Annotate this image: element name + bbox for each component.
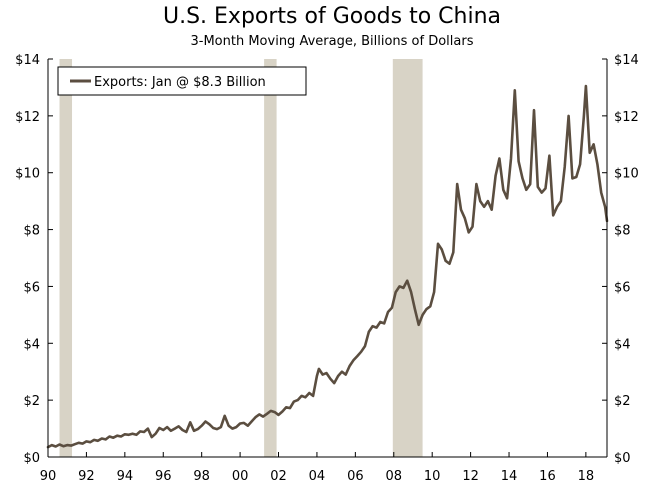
y-tick-label-right: $0 [614,451,631,466]
x-tick-label: 08 [385,469,402,484]
x-tick-label: 00 [232,469,249,484]
chart-title: U.S. Exports of Goods to China [162,4,502,29]
y-tick-label-left: $14 [15,53,40,68]
y-tick-label-right: $10 [614,167,639,182]
x-tick-label: 14 [501,469,518,484]
x-tick-label: 04 [309,469,326,484]
x-tick-label: 16 [539,469,556,484]
y-tick-label-right: $12 [614,110,639,125]
recession-band-1 [59,59,73,457]
y-tick-label-left: $8 [23,224,40,239]
x-tick-label: 10 [424,469,441,484]
y-tick-label-left: $12 [15,110,40,125]
y-tick-label-left: $2 [23,394,40,409]
x-tick-label: 02 [270,469,287,484]
y-tick-label-right: $2 [614,394,631,409]
x-tick-label: 98 [193,469,210,484]
x-tick-label: 18 [578,469,595,484]
y-tick-label-right: $8 [614,224,631,239]
y-tick-label-right: $14 [614,53,639,68]
y-tick-label-left: $0 [23,451,40,466]
y-tick-label-left: $10 [15,167,40,182]
series-line-exports [46,84,609,449]
chart-subtitle: 3-Month Moving Average, Billions of Doll… [190,34,474,49]
y-tick-label-right: $6 [614,280,631,295]
x-tick-label: 92 [78,469,95,484]
x-tick-label: 12 [462,469,479,484]
y-tick-label-left: $6 [23,280,40,295]
legend: Exports: Jan @ $8.3 Billion [57,66,307,96]
recession-band-3 [392,59,423,457]
x-tick-label: 94 [117,469,134,484]
legend-box [57,66,307,96]
x-tick-label: 06 [347,469,364,484]
legend-label: Exports: Jan @ $8.3 Billion [94,75,266,90]
y-tick-label-right: $4 [614,337,631,352]
x-tick-label: 96 [155,469,172,484]
y-tick-label-left: $4 [23,337,40,352]
x-tick-label: 90 [40,469,57,484]
recession-band-2 [264,59,277,457]
